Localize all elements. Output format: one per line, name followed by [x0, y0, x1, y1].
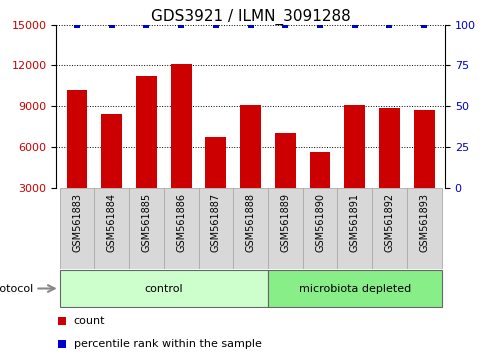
Bar — [136, 76, 157, 188]
Text: GSM561885: GSM561885 — [141, 193, 151, 252]
Bar — [413, 110, 434, 188]
Text: GSM561892: GSM561892 — [384, 193, 394, 252]
Text: GSM561887: GSM561887 — [210, 193, 221, 252]
Bar — [101, 114, 122, 188]
Bar — [60, 188, 94, 269]
Text: GSM561890: GSM561890 — [314, 193, 325, 252]
Bar — [274, 133, 295, 188]
Text: GSM561883: GSM561883 — [72, 193, 82, 252]
Bar — [170, 64, 191, 188]
Bar — [233, 188, 267, 269]
Text: count: count — [74, 316, 105, 326]
Bar — [371, 188, 406, 269]
Bar — [205, 137, 226, 188]
Bar — [129, 188, 163, 269]
Bar — [337, 188, 371, 269]
Text: microbiota depleted: microbiota depleted — [298, 284, 410, 293]
Bar — [163, 188, 198, 269]
Bar — [309, 152, 330, 188]
Bar — [60, 270, 267, 307]
Text: GSM561888: GSM561888 — [245, 193, 255, 252]
Bar — [406, 188, 441, 269]
Bar — [240, 105, 261, 188]
Text: control: control — [144, 284, 183, 293]
Text: GSM561886: GSM561886 — [176, 193, 186, 252]
Bar — [66, 90, 87, 188]
Bar — [267, 188, 302, 269]
Bar — [378, 108, 399, 188]
Text: GSM561884: GSM561884 — [106, 193, 117, 252]
Bar — [198, 188, 233, 269]
Text: protocol: protocol — [0, 284, 34, 293]
Text: GSM561893: GSM561893 — [418, 193, 428, 252]
Bar — [267, 270, 441, 307]
Text: percentile rank within the sample: percentile rank within the sample — [74, 339, 261, 349]
Bar — [94, 188, 129, 269]
Text: GSM561891: GSM561891 — [349, 193, 359, 252]
Bar — [302, 188, 337, 269]
Text: GSM561889: GSM561889 — [280, 193, 290, 252]
Bar — [344, 105, 365, 188]
Title: GDS3921 / ILMN_3091288: GDS3921 / ILMN_3091288 — [150, 8, 350, 25]
